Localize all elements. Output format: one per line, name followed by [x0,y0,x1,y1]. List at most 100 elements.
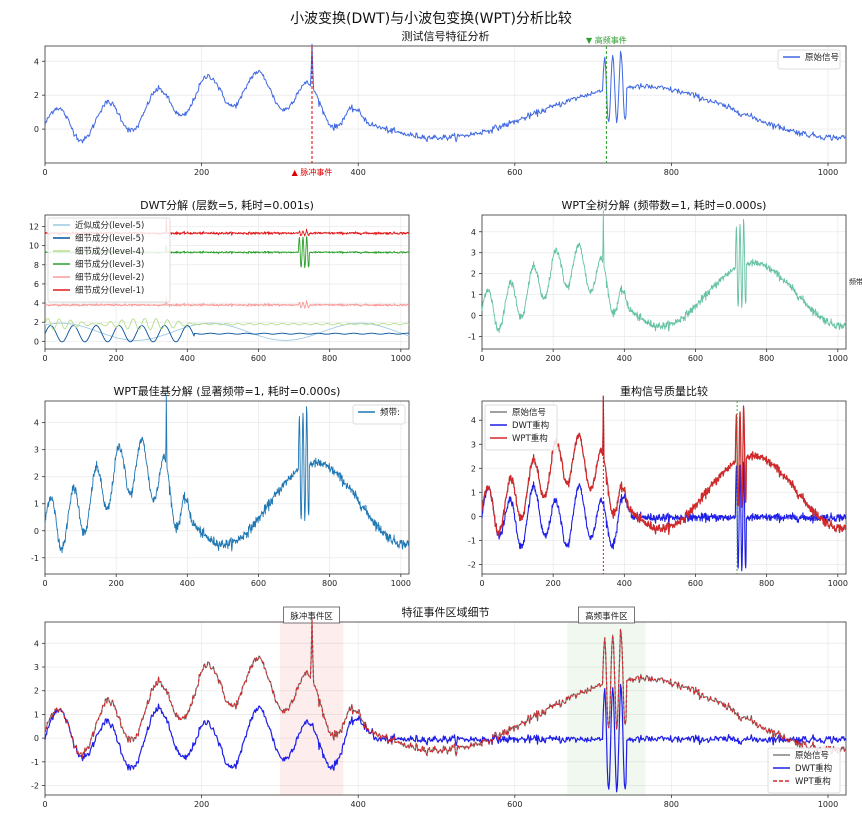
side-label: 频带 [849,277,862,286]
x-tick-label: 0 [42,579,47,588]
y-tick-label: -2 [31,782,39,791]
x-tick-label: 800 [759,579,774,588]
axes-frame [44,621,847,796]
chart-title: WPT全树分解 (频带数=1, 耗时=0.000s) [562,198,767,212]
chart-title: DWT分解 (层数=5, 耗时=0.001s) [140,198,314,212]
axes-frame [44,45,847,164]
x-tick-label: 200 [109,579,124,588]
region-label: 脉冲事件区 [290,611,333,622]
x-tick-label: 800 [322,579,337,588]
y-tick-label: 1 [34,500,39,509]
y-tick-label: 3 [471,440,476,449]
y-tick-label: 6 [34,280,39,289]
legend-box [352,404,406,425]
x-tick-label: 0 [42,800,47,809]
chart-wpt_best: 0 200 400 600 800 1000 -1 0 1 2 3 4 WPT最佳基分解 (显著频带=1… [31,384,411,588]
legend-label: 近似成分(level-5) [75,220,144,231]
series-line-dwt [44,683,847,793]
y-tick-label: 4 [471,228,476,237]
series-line-original [44,43,847,144]
x-tick-label: 600 [251,354,266,363]
legend-label: 细节成分(level-2) [75,272,144,283]
series-line-2 [44,325,410,343]
y-tick-label: 4 [34,299,39,308]
y-tick-label: 0 [471,512,476,521]
x-tick-label: 200 [546,354,561,363]
chart-signal: 0 200 400 600 800 1000 0 2 4 测试信号特征分析 ▲ 脉冲事件 ▼ 高频事件… [34,29,847,177]
x-tick-label: 0 [42,354,47,363]
x-tick-label: 600 [688,579,703,588]
x-tick-label: 400 [351,168,366,177]
figure-suptitle: 小波变换(DWT)与小波包变换(WPT)分析比较 [290,11,572,27]
y-tick-label: -1 [31,758,39,767]
x-tick-label: 200 [194,800,209,809]
y-tick-label: 4 [34,639,39,648]
y-tick-label: -2 [468,560,476,569]
legend-box [777,49,841,70]
x-tick-label: 800 [322,354,337,363]
legend-label: 原始信号 [512,407,546,418]
x-tick-label: 1000 [818,168,838,177]
x-tick-label: 800 [664,800,679,809]
y-tick-label: 4 [471,416,476,425]
y-tick-label: 2 [34,473,39,482]
legend-label: 细节成分(level-5) [75,233,144,244]
series-line-wpt-full [481,210,847,333]
legend-label: WPT重构 [795,776,831,787]
chart-title: 特征事件区域细节 [402,605,490,619]
legend-label: 细节成分(level-1) [75,285,144,296]
x-tick-label: 200 [194,168,209,177]
x-tick-label: 1000 [391,579,411,588]
event-annotation: ▼ 高频事件 [586,35,627,45]
event-annotation: ▲ 脉冲事件 [292,167,333,177]
x-tick-label: 0 [42,168,47,177]
legend-label: 细节成分(level-3) [75,259,144,270]
x-tick-label: 1000 [828,579,848,588]
x-tick-label: 600 [507,168,522,177]
y-tick-label: -1 [468,332,476,341]
y-tick-label: 3 [34,446,39,455]
y-tick-label: 3 [471,249,476,258]
x-tick-label: 600 [688,354,703,363]
series-line-3 [44,317,410,331]
y-tick-label: 2 [471,464,476,473]
event-region [567,622,646,795]
y-tick-label: 12 [29,222,39,231]
x-tick-label: 0 [479,579,484,588]
legend-label: WPT重构 [512,433,548,444]
x-tick-label: 600 [251,579,266,588]
y-tick-label: 1 [471,291,476,300]
y-tick-label: 1 [34,710,39,719]
legend-label: DWT重构 [795,763,832,774]
chart-detail: 0 200 400 600 800 1000 -2 -1 0 1 2 3 4 特征事件区域细节 脉冲事件区 高… [31,605,847,809]
y-tick-label: 0 [34,527,39,536]
y-tick-label: -1 [31,554,39,563]
y-tick-label: 0 [34,125,39,134]
legend-label: 细节成分(level-4) [75,246,144,257]
legend-label: 原始信号 [795,750,829,761]
y-tick-label: 8 [34,261,39,270]
y-tick-label: 2 [34,687,39,696]
x-tick-label: 400 [617,354,632,363]
axes-frame [481,400,847,575]
x-tick-label: 600 [507,800,522,809]
x-tick-label: 1000 [391,354,411,363]
axes-frame [481,214,847,350]
legend-label: DWT重构 [512,420,549,431]
y-tick-label: 0 [34,337,39,346]
axes-frame [44,400,410,575]
legend-box [47,217,171,303]
series-line-wpt [44,619,847,758]
chart-title: WPT最佳基分解 (显著频带=1, 耗时=0.000s) [114,384,341,398]
x-tick-label: 400 [180,354,195,363]
series-line-dwt [481,461,847,572]
region-label-box [578,606,635,624]
legend-label: 频带: [380,407,400,418]
chart-wpt_full: 0 200 400 600 800 1000 -1 0 1 2 3 4 WPT全树分解 (频带数=1, … [468,198,862,363]
y-tick-label: 10 [29,242,39,251]
y-tick-label: 2 [34,318,39,327]
x-tick-label: 400 [351,800,366,809]
y-tick-label: -1 [468,536,476,545]
chart-dwt: 0 200 400 600 800 1000 0 2 4 6 8 10 12 DWT分解 (层数=5, 耗… [29,198,411,363]
